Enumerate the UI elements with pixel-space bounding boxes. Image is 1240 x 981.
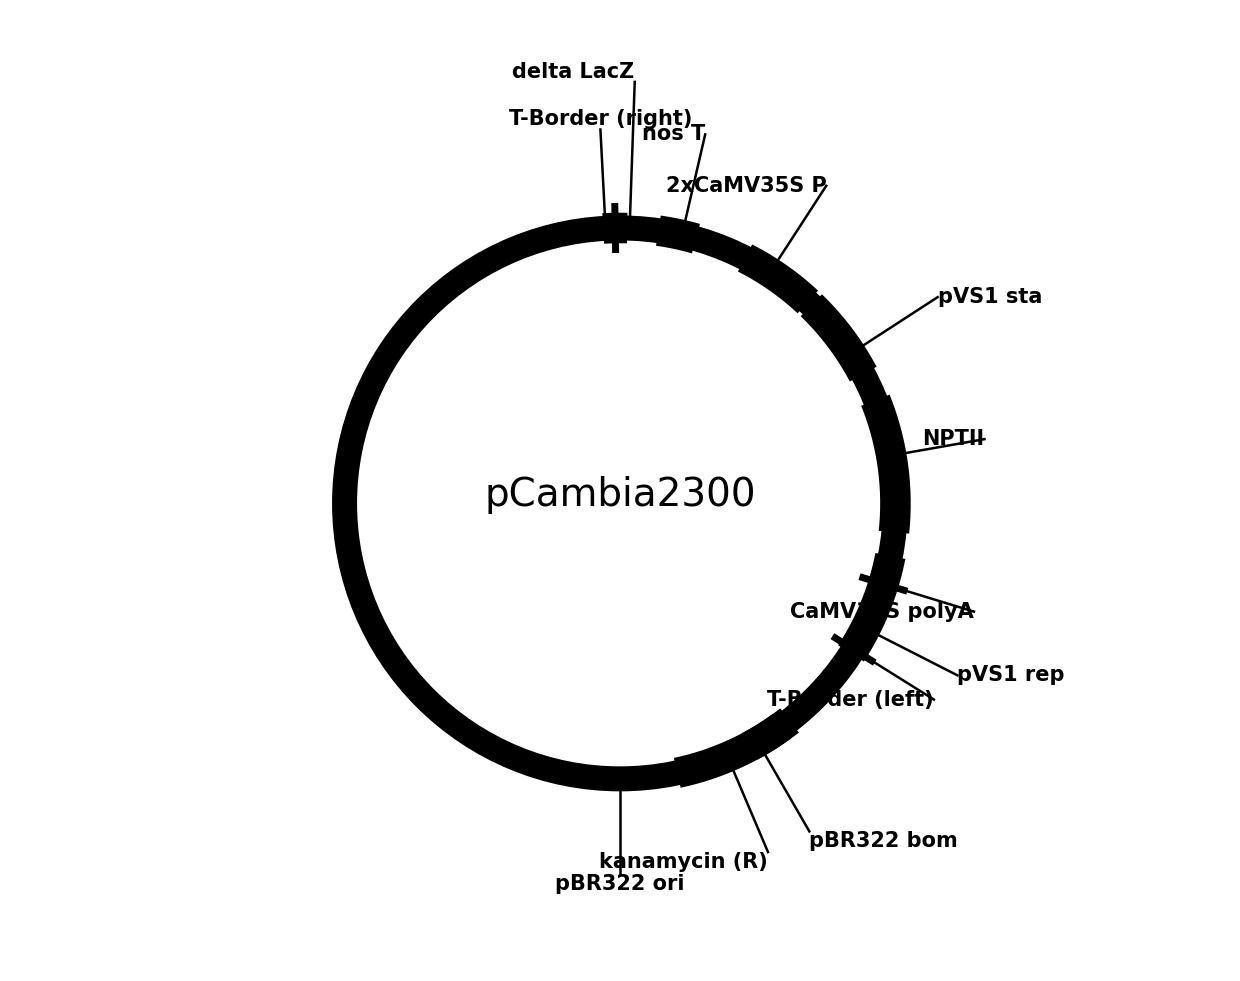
Text: pBR322 ori: pBR322 ori	[556, 873, 684, 894]
Text: T-Border (right): T-Border (right)	[508, 110, 692, 129]
Polygon shape	[874, 540, 900, 575]
Polygon shape	[677, 222, 712, 246]
Text: pVS1 rep: pVS1 rep	[957, 665, 1065, 686]
Text: NPTII: NPTII	[923, 429, 985, 449]
Text: delta LacZ: delta LacZ	[512, 62, 635, 81]
Text: pBR322 bom: pBR322 bom	[810, 832, 959, 852]
Text: CaMV35S polyA: CaMV35S polyA	[790, 601, 973, 622]
Text: T-Border (left): T-Border (left)	[768, 690, 934, 709]
Text: pCambia2300: pCambia2300	[484, 476, 756, 514]
Text: 2xCaMV35S P: 2xCaMV35S P	[666, 176, 826, 196]
Polygon shape	[613, 215, 646, 240]
Polygon shape	[761, 717, 795, 747]
Polygon shape	[769, 710, 802, 741]
Text: nos T: nos T	[642, 125, 706, 144]
Text: kanamycin (R): kanamycin (R)	[599, 852, 768, 872]
Text: pVS1 sta: pVS1 sta	[937, 287, 1042, 307]
Polygon shape	[800, 294, 832, 326]
Polygon shape	[787, 282, 820, 313]
Polygon shape	[883, 515, 909, 548]
